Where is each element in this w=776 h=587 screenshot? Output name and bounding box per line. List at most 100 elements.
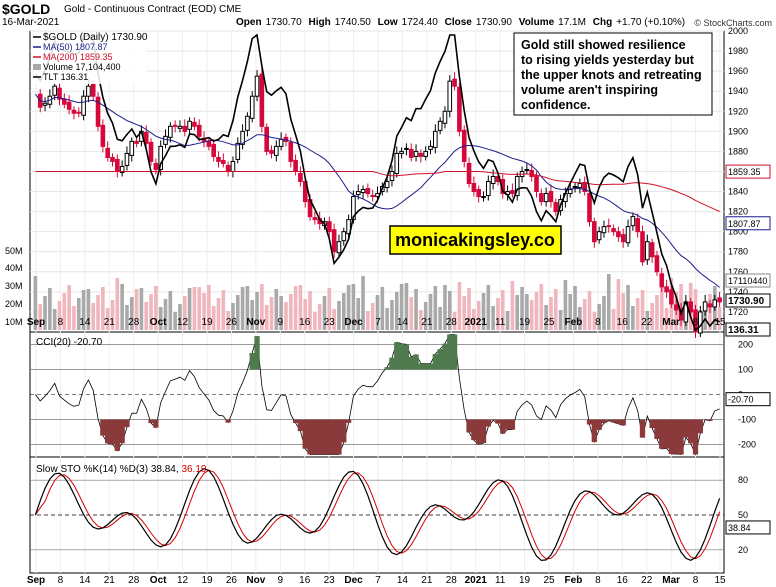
x-tick-label: 25: [543, 317, 555, 328]
candle-body: [654, 255, 660, 273]
x-tick-label: 19: [519, 575, 531, 586]
volume-bar: [573, 286, 577, 330]
volume-bar: [255, 292, 259, 330]
volume-bar: [592, 312, 597, 330]
x-tick-label: 8: [595, 575, 601, 586]
volume-bar: [67, 285, 71, 330]
ma200-line: [35, 171, 720, 212]
volume-bar: [235, 295, 240, 330]
price-value-label-box: [725, 293, 771, 308]
volume-bar: [631, 306, 635, 330]
price-tick-label: 1920: [728, 106, 748, 116]
volume-bar: [154, 286, 158, 330]
candle-body: [341, 231, 347, 242]
volume-bar: [96, 295, 100, 330]
volume-bar: [361, 276, 365, 330]
candle-body: [486, 181, 491, 197]
volume-bar: [703, 302, 707, 330]
volume-bar: [568, 294, 573, 330]
annotation-line: Gold still showed resilience: [521, 38, 686, 52]
candle-body: [548, 191, 554, 203]
candle-body: [437, 120, 443, 131]
candle-body: [221, 159, 226, 164]
x-tick-label: 28: [446, 575, 458, 586]
x-tick-label: 23: [324, 575, 336, 586]
date: 16-Mar-2021: [2, 17, 60, 28]
volume-bar: [337, 301, 341, 330]
candle-body: [592, 221, 597, 243]
volume-bar: [602, 296, 606, 330]
candle-body: [293, 159, 298, 172]
candle-body: [572, 186, 578, 189]
volume-bar: [457, 282, 462, 330]
volume-bar: [216, 298, 221, 330]
volume-bar: [505, 311, 510, 330]
volume-bar: [332, 309, 336, 330]
candle-body: [620, 234, 626, 243]
legend: $GOLD (Daily) 1730.90 MA(50) 1807.87 MA(…: [31, 32, 148, 84]
candle-body: [100, 124, 106, 147]
volume-bar: [38, 304, 43, 330]
candle-body: [153, 162, 159, 170]
cci-series: [35, 334, 720, 456]
candle-body: [110, 156, 115, 162]
candle-body: [66, 101, 72, 110]
volume-bar: [394, 292, 399, 330]
candle-body: [327, 221, 332, 233]
x-tick-label: 15: [714, 317, 726, 328]
x-tick-label: 8: [693, 575, 699, 586]
candle-body: [172, 124, 178, 127]
sto-title-main: Slow STO %K(14) %D(3) 38.84,: [36, 464, 181, 475]
sto-tick-label: 80: [738, 475, 748, 485]
x-tick-label: 16: [617, 575, 629, 586]
volume-bar: [563, 280, 568, 330]
candle-body: [698, 311, 703, 334]
candle-body: [274, 145, 279, 156]
x-tick-label: Oct: [150, 575, 167, 586]
candle-body: [336, 241, 342, 254]
candle-body: [206, 140, 212, 147]
cci-value-label: -20.70: [728, 395, 754, 405]
candle-body: [688, 301, 693, 313]
candle-body: [312, 217, 318, 221]
candle-body: [168, 125, 173, 138]
volume-bar: [645, 311, 650, 330]
sto-title-d: 36.19: [181, 464, 206, 475]
axes: 1720174017601780180018201840186018801900…: [5, 26, 771, 586]
volume-bar: [544, 305, 548, 330]
candle-body: [143, 131, 149, 144]
annotation-text: Gold still showed resilience to rising yi…: [521, 38, 702, 112]
cci-value-label-box: [725, 392, 771, 407]
x-tick-label: 28: [128, 575, 140, 586]
volume-tick-label: 30M: [5, 281, 23, 291]
candle-body: [196, 124, 202, 137]
volume-bar: [582, 299, 587, 330]
candle-body: [659, 273, 665, 288]
volume-bar: [86, 289, 91, 330]
volume-bar: [510, 281, 515, 330]
candle-body: [52, 85, 57, 96]
x-tick-label: Dec: [344, 317, 363, 328]
x-tick-label: Oct: [150, 317, 167, 328]
x-tick-label: Dec: [344, 575, 363, 586]
volume-bar: [327, 288, 332, 330]
symbol: $GOLD: [2, 1, 51, 17]
volume-bar: [192, 287, 197, 330]
x-tick-label: 21: [104, 575, 116, 586]
volume-bar: [139, 288, 144, 330]
volume-bar: [486, 285, 491, 330]
volume-bar: [231, 303, 235, 330]
volume-bar: [423, 302, 428, 330]
sto-title: Slow STO %K(14) %D(3) 38.84, 36.19: [36, 464, 207, 475]
volume-bar: [472, 309, 476, 330]
volume-bar: [366, 311, 370, 330]
x-tick-label: 16: [299, 317, 311, 328]
candles: [37, 67, 722, 339]
price-tick-label: 1820: [728, 207, 748, 217]
volume-bar: [269, 297, 274, 330]
candle-body: [442, 110, 448, 124]
x-tick-label: 16: [617, 317, 629, 328]
x-tick-label: 14: [79, 575, 91, 586]
x-tick-label: 22: [641, 317, 653, 328]
price-tick-label: 1980: [728, 46, 748, 56]
